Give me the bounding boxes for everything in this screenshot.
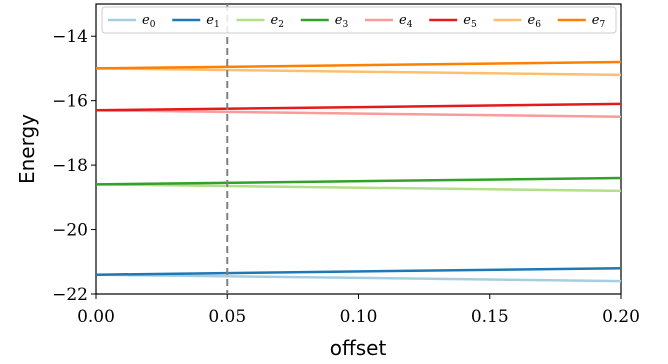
y-tick-label: −22 [52, 285, 88, 305]
legend-box [101, 6, 617, 34]
x-tick-label: 0.05 [208, 307, 246, 327]
y-tick-label: −14 [52, 27, 88, 47]
series-line-e2 [95, 183, 622, 193]
x-tick-label: 0.15 [471, 307, 509, 327]
series-layer [95, 4, 622, 294]
y-tick-label: −18 [52, 156, 88, 176]
x-tick-label: 0.00 [77, 307, 115, 327]
ticks-layer: 0.00 0.05 0.10 0.15 0.20 −14 −16 −18 −20 −22 [52, 27, 640, 327]
series-line-e0 [95, 273, 622, 283]
x-tick-label: 0.20 [602, 307, 640, 327]
x-axis-title: offset [330, 336, 387, 360]
plot-frame [95, 3, 622, 295]
y-axis-title: Energy [15, 114, 39, 184]
y-tick-label: −20 [52, 221, 88, 241]
legend: e0 e1 e2 e3 e4 e5 e6 e7 [101, 6, 617, 34]
series-line-e4 [95, 109, 622, 119]
series-line-e1 [95, 266, 622, 276]
y-tick-label: −16 [52, 92, 88, 112]
series-line-e6 [95, 67, 622, 77]
series-line-e5 [95, 102, 622, 112]
plot-area [95, 3, 622, 295]
series-line-e3 [95, 176, 622, 186]
x-tick-label: 0.10 [340, 307, 378, 327]
series-line-e7 [95, 60, 622, 70]
